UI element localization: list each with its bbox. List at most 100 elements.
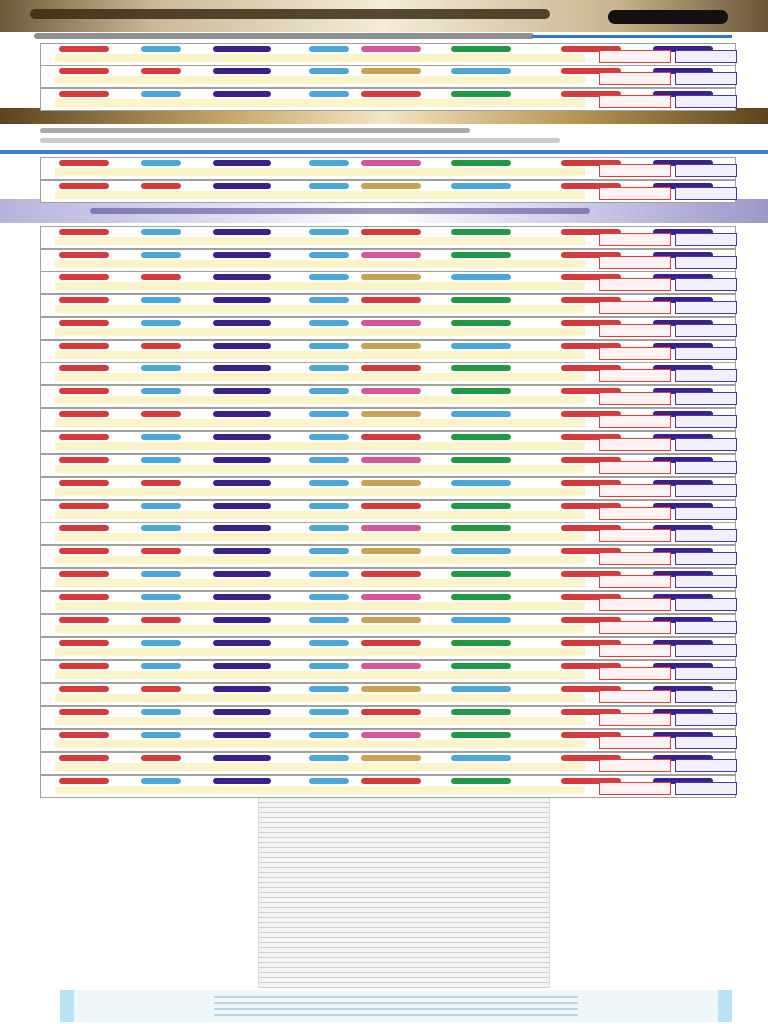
row-marker [451, 778, 511, 784]
table-row[interactable] [40, 317, 737, 340]
row-marker [561, 778, 621, 784]
row-marker [361, 732, 421, 738]
table-row[interactable] [40, 294, 737, 317]
row-cell-red [599, 621, 671, 634]
row-highlight [55, 76, 585, 84]
row-cell-blue [675, 72, 737, 85]
row-marker [141, 480, 181, 486]
page-title [30, 9, 550, 19]
row-marker [59, 297, 109, 303]
table-row[interactable] [40, 340, 737, 363]
table-row[interactable] [40, 249, 737, 272]
table-row-body [40, 294, 737, 317]
row-highlight [55, 54, 585, 62]
table-row[interactable] [40, 385, 737, 408]
table-row[interactable] [40, 568, 737, 591]
row-marker [309, 457, 349, 463]
table-row-body [40, 249, 737, 272]
row-marker [361, 229, 421, 235]
row-marker [213, 411, 271, 417]
row-marker [561, 640, 621, 646]
table-row[interactable] [40, 500, 737, 523]
row-marker [309, 732, 349, 738]
table-row-body [40, 226, 737, 249]
row-marker [309, 388, 349, 394]
table-row[interactable] [40, 660, 737, 683]
header-action-button[interactable] [608, 10, 728, 24]
section-banner [0, 108, 768, 124]
table-row[interactable] [40, 454, 737, 477]
table-row[interactable] [40, 88, 737, 111]
table-row-body [40, 522, 737, 545]
row-marker [653, 183, 713, 189]
table-row[interactable] [40, 408, 737, 431]
table-row-body [40, 271, 737, 294]
page-header [0, 0, 768, 32]
row-marker [653, 480, 713, 486]
row-cell-red [599, 667, 671, 680]
row-marker [213, 183, 271, 189]
row-cell-red [599, 256, 671, 269]
row-cell-blue [675, 256, 737, 269]
table-row[interactable] [40, 729, 737, 752]
row-marker [653, 274, 713, 280]
row-marker [653, 252, 713, 258]
row-marker [309, 320, 349, 326]
table-row[interactable] [40, 522, 737, 545]
row-marker [653, 46, 713, 52]
table-row[interactable] [40, 65, 737, 88]
row-marker [361, 320, 421, 326]
row-marker [451, 548, 511, 554]
row-marker [561, 732, 621, 738]
row-marker [361, 709, 421, 715]
row-marker [59, 732, 109, 738]
row-marker [561, 343, 621, 349]
table-row[interactable] [40, 545, 737, 568]
row-marker [213, 548, 271, 554]
section-rule [0, 150, 768, 154]
row-marker [309, 183, 349, 189]
table-row[interactable] [40, 683, 737, 706]
row-marker [361, 457, 421, 463]
row-marker [561, 274, 621, 280]
table-row[interactable] [40, 477, 737, 500]
row-marker [561, 68, 621, 74]
row-highlight [55, 488, 585, 496]
table-row[interactable] [40, 752, 737, 775]
table-row-body [40, 431, 737, 454]
table-row[interactable] [40, 775, 737, 798]
table-row[interactable] [40, 431, 737, 454]
row-marker [141, 229, 181, 235]
row-marker [451, 480, 511, 486]
row-cell-red [599, 529, 671, 542]
table-row[interactable] [40, 706, 737, 729]
table-row[interactable] [40, 591, 737, 614]
row-highlight [55, 419, 585, 427]
row-cell-blue [675, 301, 737, 314]
row-highlight [55, 648, 585, 656]
row-marker [141, 343, 181, 349]
row-highlight [55, 556, 585, 564]
row-cell-red [599, 278, 671, 291]
table-row[interactable] [40, 637, 737, 660]
row-highlight [55, 465, 585, 473]
table-row[interactable] [40, 180, 737, 203]
row-marker [361, 68, 421, 74]
row-marker [653, 434, 713, 440]
table-row[interactable] [40, 271, 737, 294]
table-row[interactable] [40, 614, 737, 637]
table-row[interactable] [40, 226, 737, 249]
table-row[interactable] [40, 362, 737, 385]
row-marker [653, 594, 713, 600]
row-marker [309, 252, 349, 258]
row-marker [213, 503, 271, 509]
info-box [60, 990, 732, 1022]
table-row-body [40, 408, 737, 431]
row-marker [141, 755, 181, 761]
table-row[interactable] [40, 157, 737, 180]
row-marker [309, 503, 349, 509]
table-row-body [40, 591, 737, 614]
row-marker [59, 434, 109, 440]
table-row[interactable] [40, 43, 737, 66]
table-row-body [40, 180, 737, 203]
